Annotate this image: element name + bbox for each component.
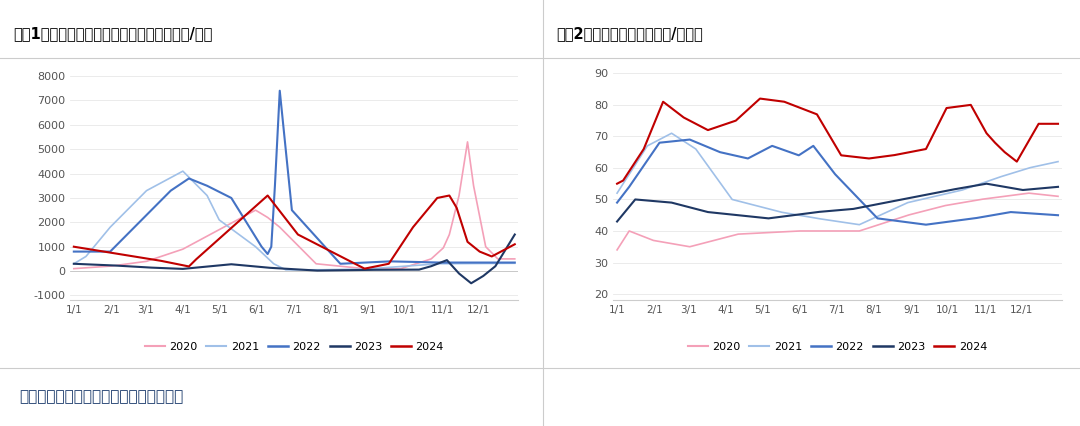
Legend: 2020, 2021, 2022, 2023, 2024: 2020, 2021, 2022, 2023, 2024 <box>140 337 448 356</box>
Text: 数据来源：钢联，广发期货发展研究中心: 数据来源：钢联，广发期货发展研究中心 <box>19 389 184 405</box>
Text: 图表1：海南胶水制浓乳和制全乳的价差（元/吨）: 图表1：海南胶水制浓乳和制全乳的价差（元/吨） <box>14 26 213 41</box>
Legend: 2020, 2021, 2022, 2023, 2024: 2020, 2021, 2022, 2023, 2024 <box>684 337 991 356</box>
Text: 图表2：泰国原料胶水（泰铢/公斤）: 图表2：泰国原料胶水（泰铢/公斤） <box>556 26 703 41</box>
